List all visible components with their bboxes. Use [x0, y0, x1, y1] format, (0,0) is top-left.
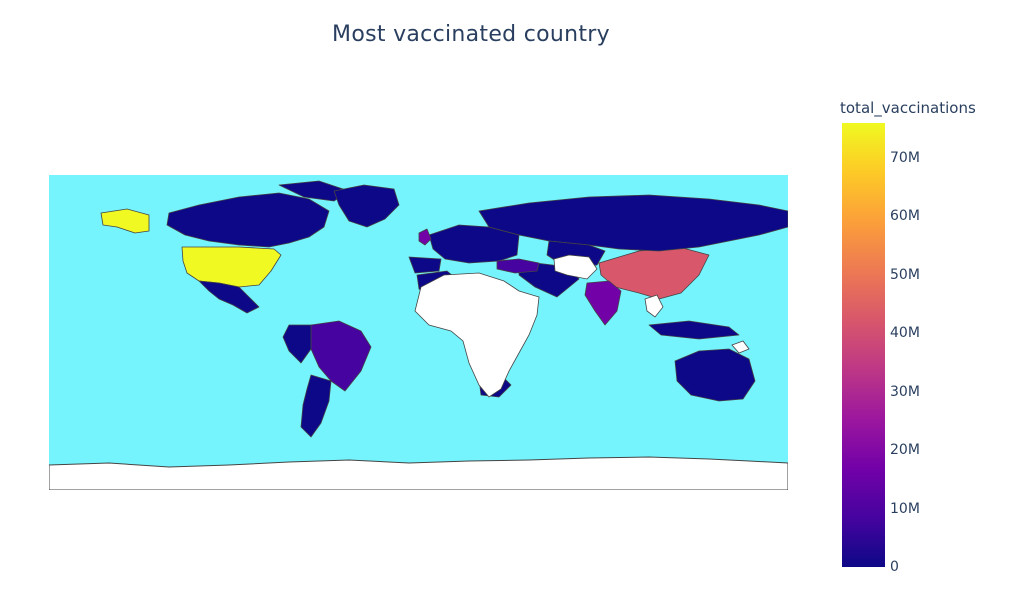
colorbar: [842, 123, 885, 567]
colorbar-tick-label: 0: [890, 559, 899, 575]
country-peru[interactable]: [282, 324, 312, 364]
region-papua: [731, 340, 750, 354]
colorbar-title: total_vaccinations: [840, 99, 976, 117]
colorbar-tick-label: 20M: [890, 442, 920, 459]
chart-title: Most vaccinated country: [332, 22, 610, 47]
colorbar-tick-label: 10M: [890, 500, 920, 517]
country-australia[interactable]: [674, 348, 756, 402]
country-greenland[interactable]: [333, 184, 400, 228]
region-africa: [414, 272, 540, 398]
country-united-kingdom[interactable]: [418, 228, 432, 246]
no-data-regions: [414, 254, 750, 398]
colorbar-tick-label: 70M: [890, 150, 920, 167]
country-indonesia[interactable]: [648, 320, 740, 340]
country-india[interactable]: [584, 280, 622, 326]
country-russia[interactable]: [478, 194, 788, 252]
region-central-asia: [553, 254, 598, 280]
colorbar-tick-label: 60M: [890, 208, 920, 225]
map-svg: [49, 175, 788, 490]
country-turkey[interactable]: [496, 258, 540, 274]
colorbar-tick-label: 40M: [890, 325, 920, 342]
antarctica: [49, 456, 788, 490]
country-brazil[interactable]: [310, 320, 372, 392]
country-united-states[interactable]: [100, 208, 282, 288]
country-argentina[interactable]: [300, 374, 332, 438]
colorbar-tick-label: 50M: [890, 266, 920, 283]
colorbar-tick-label: 30M: [890, 383, 920, 400]
region-se-asia: [644, 294, 664, 318]
country-mexico[interactable]: [198, 280, 260, 314]
world-map[interactable]: [49, 175, 788, 490]
